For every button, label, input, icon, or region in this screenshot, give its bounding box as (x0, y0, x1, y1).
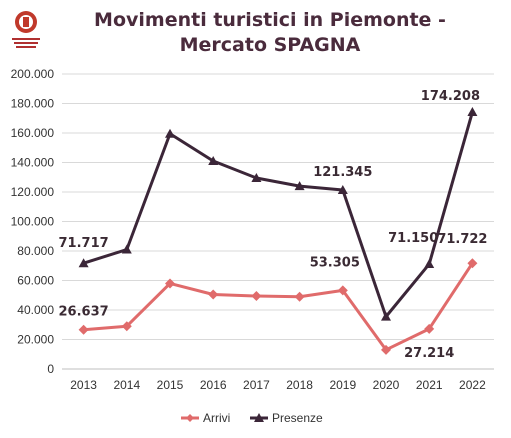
x-tick-label: 2016 (200, 378, 227, 392)
data-point-presenze (467, 107, 478, 117)
data-point-presenze (381, 311, 391, 321)
y-tick-label: 180.000 (11, 97, 55, 111)
y-tick-label: 60.000 (17, 274, 54, 288)
data-point-presenze (208, 156, 219, 166)
y-tick-label: 80.000 (17, 244, 54, 258)
y-tick-label: 0 (47, 362, 54, 376)
chart-title-line-2: Mercato SPAGNA (179, 34, 361, 56)
x-tick-label: 2015 (157, 378, 184, 392)
data-point-arrivi (424, 323, 435, 334)
y-tick-label: 40.000 (17, 303, 54, 317)
legend-label-arrivi: Arrivi (203, 411, 230, 425)
data-point-presenze (78, 258, 89, 268)
x-tick-label: 2021 (416, 378, 443, 392)
chart-title-line-1: Movimenti turistici in Piemonte - (94, 9, 446, 31)
y-tick-label: 140.000 (11, 156, 55, 170)
data-point-arrivi (251, 290, 262, 301)
data-point-arrivi (467, 258, 478, 269)
x-tick-label: 2013 (70, 378, 97, 392)
data-point-arrivi (294, 291, 305, 302)
legend-marker-icon (254, 413, 264, 422)
y-tick-label: 20.000 (17, 333, 54, 347)
data-label: 53.305 (310, 255, 360, 270)
data-point-arrivi (208, 289, 219, 300)
data-label: 71.717 (59, 236, 109, 251)
data-label: 71.150 (388, 231, 438, 246)
x-tick-label: 2020 (373, 378, 400, 392)
data-point-presenze (165, 128, 175, 138)
data-point-presenze (424, 259, 435, 269)
data-point-presenze (294, 181, 305, 191)
legend-marker-icon (186, 414, 194, 422)
data-point-arrivi (165, 278, 175, 289)
x-tick-label: 2018 (286, 378, 313, 392)
x-tick-label: 2017 (243, 378, 270, 392)
y-tick-label: 120.000 (11, 185, 55, 199)
x-tick-label: 2022 (459, 378, 486, 392)
data-point-arrivi (337, 285, 348, 296)
data-label: 174.208 (421, 89, 480, 104)
data-label: 26.637 (59, 305, 109, 320)
series-line-arrivi (83, 262, 474, 352)
chart-title: Movimenti turistici in Piemonte - Mercat… (60, 8, 480, 58)
y-tick-label: 160.000 (11, 126, 55, 140)
data-label: 71.722 (437, 232, 487, 247)
legend-label-presenze: Presenze (272, 411, 323, 425)
x-tick-label: 2019 (329, 378, 356, 392)
data-point-presenze (121, 244, 132, 254)
x-tick-label: 2014 (113, 378, 140, 392)
data-label: 27.214 (404, 346, 454, 361)
y-tick-label: 200.000 (11, 67, 55, 81)
y-tick-label: 100.000 (11, 215, 55, 229)
data-point-arrivi (381, 344, 391, 355)
data-label: 121.345 (313, 165, 372, 180)
series-line-presenze (83, 111, 474, 319)
data-point-presenze (337, 185, 348, 195)
data-point-presenze (251, 172, 262, 182)
data-point-arrivi (121, 321, 132, 332)
data-point-arrivi (78, 324, 89, 335)
logo-icon (12, 11, 40, 48)
